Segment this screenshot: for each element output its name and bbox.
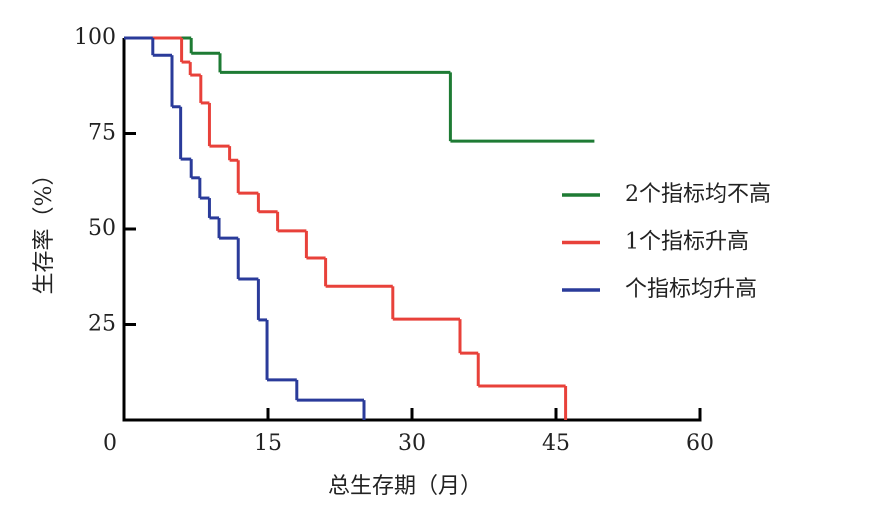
y-tick-label: 75: [88, 121, 116, 146]
legend-label: 1个指标升高: [625, 230, 749, 255]
x-tick-label: 15: [254, 431, 282, 456]
x-axis-label: 总生存期（月）: [328, 474, 482, 499]
x-tick-label: 30: [398, 431, 426, 456]
x-tick-label: 60: [686, 431, 714, 456]
y-tick-label: 25: [88, 312, 116, 337]
legend-label: 个指标均升高: [625, 277, 757, 302]
x-tick-label: 0: [103, 431, 117, 456]
legend-label: 2个指标均不高: [625, 182, 771, 207]
y-tick-label: 100: [74, 25, 116, 50]
x-tick-label: 45: [542, 431, 570, 456]
y-axis-label: 生存率（%）: [32, 164, 57, 295]
y-tick-label: 50: [88, 216, 116, 241]
